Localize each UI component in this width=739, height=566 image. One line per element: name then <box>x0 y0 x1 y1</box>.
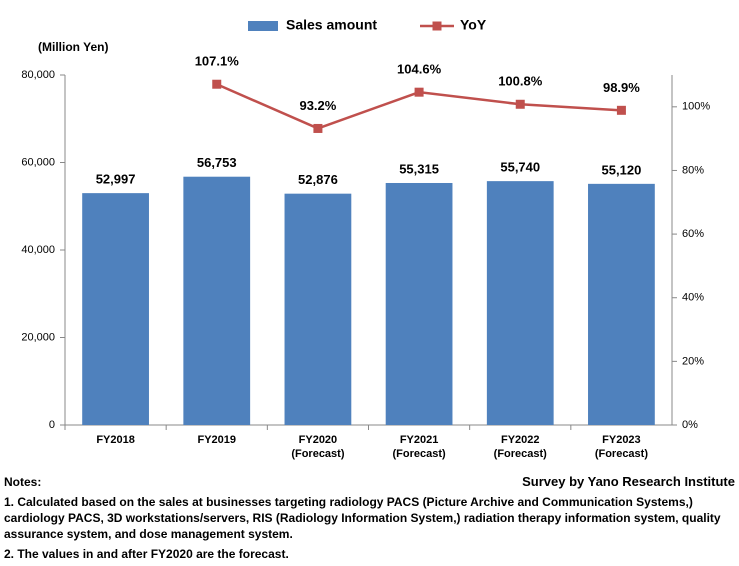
data-label: 55,120 <box>602 162 642 177</box>
x-tick-label: FY2022 (Forecast) <box>493 434 547 460</box>
data-label: 55,315 <box>399 161 439 176</box>
data-label: 55,740 <box>500 160 540 175</box>
note: 2. The values in and after FY2020 are th… <box>4 547 289 561</box>
marker <box>313 123 323 133</box>
marker <box>212 79 222 89</box>
unit-label: (Million Yen) <box>38 40 108 54</box>
data-label: 104.6% <box>397 62 442 77</box>
bar <box>82 193 149 425</box>
bar <box>183 176 251 425</box>
y2-tick-label: 100% <box>682 101 710 113</box>
legend-label: Sales amount <box>286 17 377 33</box>
y2-tick-label: 20% <box>682 355 704 367</box>
legend-label: YoY <box>460 17 487 33</box>
source: Survey by Yano Research Institute <box>522 474 735 489</box>
bar <box>284 193 352 425</box>
data-label: 107.1% <box>195 54 240 69</box>
marker <box>616 105 626 115</box>
y-tick-label: 40,000 <box>21 244 55 256</box>
y-tick-label: 60,000 <box>21 156 55 168</box>
y2-tick-label: 40% <box>682 292 704 304</box>
y2-tick-label: 80% <box>682 164 704 176</box>
marker <box>515 99 525 109</box>
legend-swatch <box>248 21 278 31</box>
y2-tick-label: 60% <box>682 228 704 240</box>
legend-swatch <box>432 21 442 31</box>
data-label: 52,997 <box>96 172 136 187</box>
notes-title: Notes: <box>4 475 42 489</box>
bar <box>486 181 554 425</box>
data-label: 93.2% <box>299 98 336 113</box>
marker <box>414 87 424 97</box>
y-tick-label: 20,000 <box>21 331 55 343</box>
x-tick-label: FY2023 (Forecast) <box>594 434 648 460</box>
y-tick-label: 80,000 <box>21 69 55 81</box>
bar <box>588 183 655 425</box>
x-tick-label: FY2021 (Forecast) <box>392 434 446 460</box>
note: 1. Calculated based on the sales at busi… <box>4 495 721 541</box>
data-label: 52,876 <box>298 172 338 187</box>
data-label: 98.9% <box>603 80 640 95</box>
x-tick-label: FY2018 <box>96 434 135 446</box>
bar <box>385 182 453 425</box>
y-tick-label: 0 <box>49 419 55 431</box>
x-tick-label: FY2019 <box>197 434 237 446</box>
y2-tick-label: 0% <box>682 419 698 431</box>
x-tick-label: FY2020 (Forecast) <box>291 434 345 460</box>
data-label: 56,753 <box>197 155 237 170</box>
data-label: 100.8% <box>498 74 543 89</box>
